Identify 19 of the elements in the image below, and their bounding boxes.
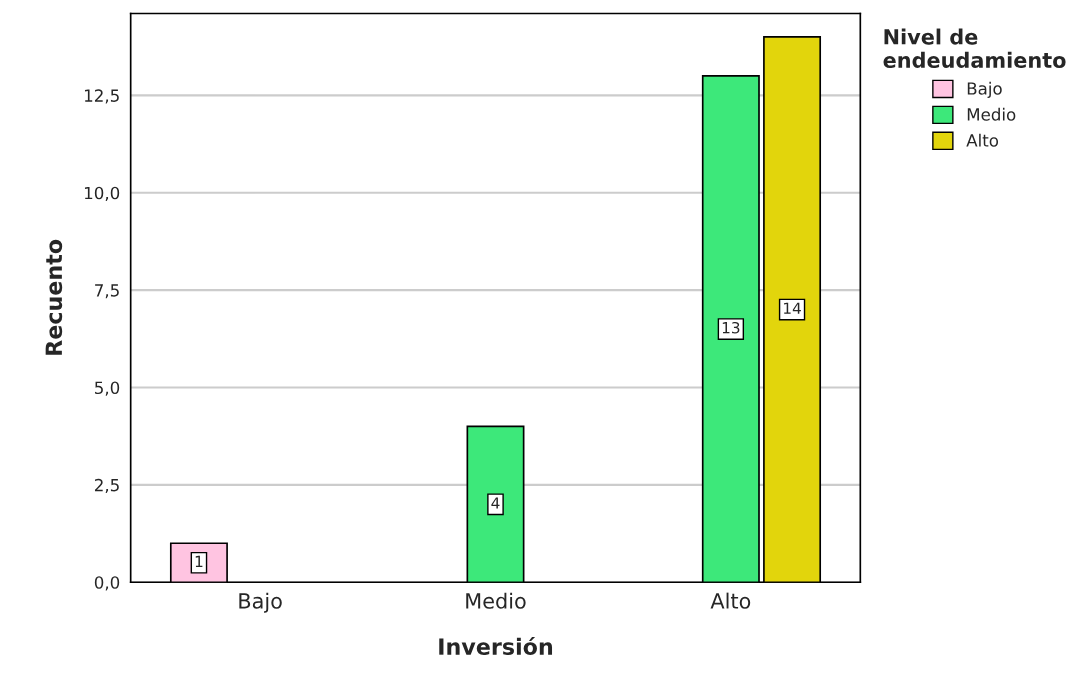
legend-label: Alto: [966, 133, 999, 147]
x-tick-label: Alto: [710, 592, 751, 609]
x-tick-label: Medio: [466, 592, 526, 609]
data-label: 1: [195, 555, 203, 567]
y-tick-label: 5,0: [95, 381, 120, 396]
y-tick-label: 0,0: [94, 576, 120, 591]
y-tick-label: 2,5: [94, 478, 119, 494]
legend-label: Bajo: [967, 81, 1002, 98]
x-axis-title: Inversión: [439, 636, 553, 655]
y-tick-label: 7,5: [95, 284, 119, 299]
legend-title: Nivel de endeudamiento: [883, 28, 1066, 68]
x-tick-label: Bajo: [239, 592, 282, 613]
legend-label: Medio: [967, 107, 1016, 121]
data-label: 13: [722, 321, 740, 334]
y-tick-label: 10,0: [84, 186, 120, 201]
y-axis-title: Recuento: [45, 239, 63, 355]
y-tick-label: 12,5: [84, 89, 119, 104]
data-label: 14: [784, 302, 801, 314]
data-label: 4: [491, 497, 500, 509]
